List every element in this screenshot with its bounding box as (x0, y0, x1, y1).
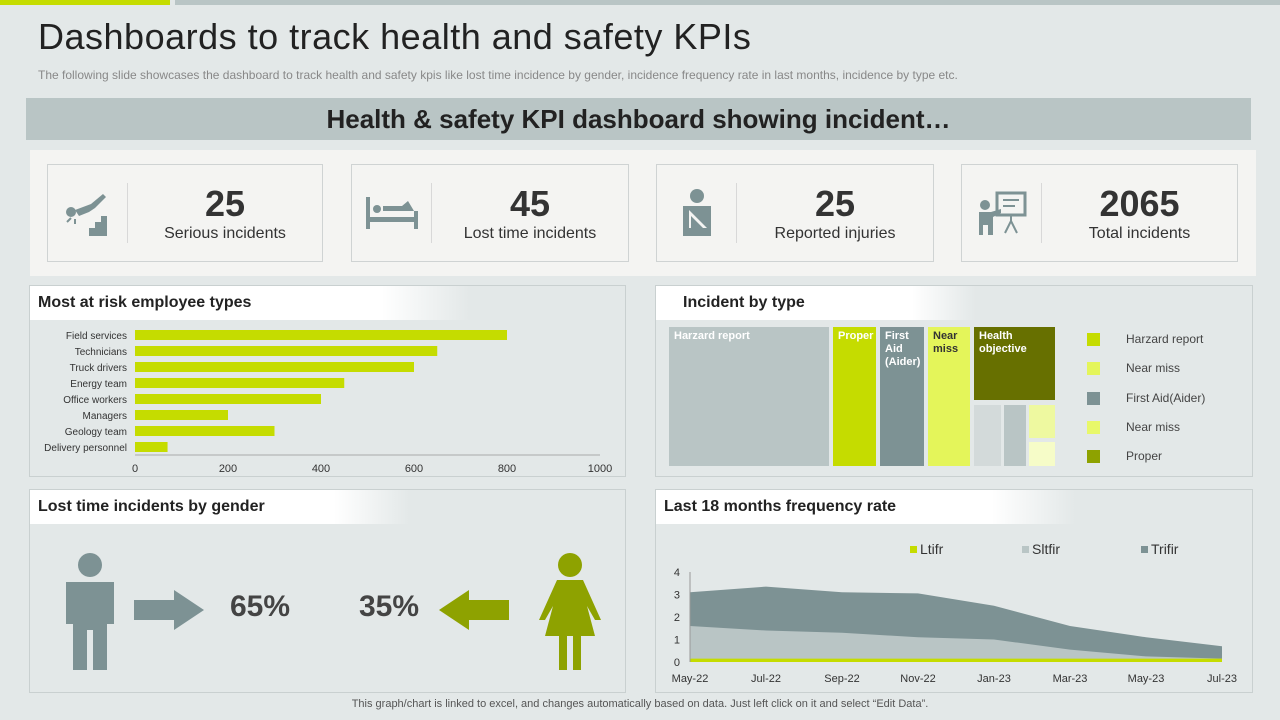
bar-category-label: Energy team (70, 379, 127, 390)
kpi-card-injuries: 25 Reported injuries (656, 164, 934, 262)
treemap-small-4 (1029, 442, 1055, 466)
page-subtitle: The following slide showcases the dashbo… (38, 68, 958, 82)
kpi-value: 45 (509, 183, 551, 224)
x-tick-label: Mar-23 (1053, 673, 1088, 685)
presentation-board-icon (962, 183, 1042, 243)
kpi-value: 2065 (1099, 183, 1180, 224)
kpi-strip: 25 Serious incidents 45 Lost time incident… (30, 150, 1256, 276)
bar-category-label: Delivery personnel (44, 443, 127, 454)
x-tick-label: May-22 (672, 673, 709, 685)
kpi-label: Lost time incidents (463, 225, 597, 242)
footer-note: This graph/chart is linked to excel, and… (351, 698, 929, 710)
legend-label: Sltfir (1032, 541, 1060, 557)
arrow-right-icon (134, 590, 204, 630)
panel-title: Incident by type (656, 286, 976, 320)
x-tick-label: Jan-23 (977, 673, 1011, 685)
arrow-left-icon (439, 590, 509, 630)
female-percentage: 35% (359, 590, 420, 623)
x-tick-label: 1000 (588, 463, 612, 475)
accent-bar-gray (175, 0, 1280, 5)
legend-label: First Aid(Aider) (1126, 390, 1206, 405)
legend-label: Near miss (1126, 361, 1181, 376)
gender-panel: Lost time incidents by gender (29, 489, 626, 693)
bar-technicians (135, 346, 438, 356)
legend-swatch (1087, 333, 1100, 346)
y-tick-label: 0 (674, 657, 680, 669)
legend-swatch (1141, 546, 1148, 553)
risk-bar-chart: Field services Technicians Truck drivers En… (44, 330, 612, 475)
bar-category-label: Geology team (65, 427, 127, 438)
bar-category-label: Office workers (63, 395, 127, 406)
treemap-first-aid: First Aid (Aider) (880, 327, 924, 466)
kpi-value: 25 (814, 183, 856, 224)
female-icon (539, 553, 601, 670)
treemap-small-2 (1004, 405, 1026, 466)
y-tick-label: 4 (674, 567, 680, 579)
legend-swatch (1087, 391, 1100, 405)
treemap-harzard-report: Harzard report (669, 327, 829, 466)
bar-energy-team (135, 378, 345, 388)
area-sltfir (690, 626, 1222, 662)
kpi-card-lost-time: 45 Lost time incidents (351, 164, 629, 262)
bar-field-services (135, 330, 507, 340)
legend-label: Near miss (1126, 419, 1181, 434)
kpi-card-serious: 25 Serious incidents (47, 164, 323, 262)
dashboard-banner: Health & safety KPI dashboard showing in… (26, 98, 1251, 140)
legend-swatch (1022, 546, 1029, 553)
treemap-health-objective: Health objective (974, 327, 1055, 400)
panel-title: Last 18 months frequency rate (656, 490, 1076, 524)
x-tick-label: Sep-22 (824, 673, 859, 685)
treemap-small-1 (974, 405, 1001, 466)
y-tick-label: 1 (674, 635, 680, 647)
frequency-area-chart: 0 1 2 3 4 May-22 Jul-22 Sep-22 Nov-22 Jan-23 Mar-2… (672, 541, 1237, 685)
bar-category-label: Field services (66, 331, 127, 342)
treemap-proper: Proper (833, 327, 876, 466)
bar-managers (135, 410, 228, 420)
panel-title: Most at risk employee types (30, 286, 470, 320)
legend-label: Ltifr (920, 541, 944, 557)
bar-geology-team (135, 426, 275, 436)
page-title: Dashboards to track health and safety KP… (38, 16, 752, 57)
kpi-label: Total incidents (1088, 225, 1191, 242)
treemap-small-3 (1029, 405, 1055, 438)
x-tick-label: 600 (405, 463, 423, 475)
person-in-bed-icon (352, 183, 432, 243)
x-tick-label: Jul-22 (751, 673, 781, 685)
x-tick-label: 200 (219, 463, 237, 475)
legend-swatch (1087, 362, 1100, 376)
x-tick-label: Nov-22 (900, 673, 935, 685)
legend-label: Trifir (1151, 541, 1179, 557)
legend-swatch (1087, 420, 1100, 434)
male-percentage: 65% (230, 590, 291, 623)
x-tick-label: 0 (132, 463, 138, 475)
bar-category-label: Truck drivers (70, 363, 127, 374)
kpi-card-total: 2065 Total incidents (961, 164, 1238, 262)
kpi-label: Serious incidents (164, 225, 286, 242)
panel-title: Lost time incidents by gender (30, 490, 410, 524)
bar-delivery-personnel (135, 442, 168, 452)
x-tick-label: 400 (312, 463, 330, 475)
legend-swatch (910, 546, 917, 553)
male-icon (66, 553, 114, 670)
treemap-near-miss: Near miss (928, 327, 970, 466)
bar-category-label: Technicians (75, 347, 127, 358)
fall-on-stairs-icon (48, 183, 128, 243)
x-tick-label: 800 (498, 463, 516, 475)
y-tick-label: 3 (674, 590, 680, 602)
accent-bar (0, 0, 170, 5)
bar-category-label: Managers (83, 411, 127, 422)
y-tick-label: 2 (674, 612, 680, 624)
arm-sling-icon (657, 183, 737, 243)
x-tick-label: May-23 (1128, 673, 1165, 685)
legend-label: Harzard report (1126, 332, 1204, 346)
area-ltifr (690, 658, 1222, 662)
kpi-value: 25 (204, 183, 246, 224)
bar-truck-drivers (135, 362, 414, 372)
legend-label: Proper (1126, 449, 1163, 464)
legend-swatch (1087, 450, 1100, 464)
bar-office-workers (135, 394, 321, 404)
kpi-label: Reported injuries (774, 225, 896, 242)
x-tick-label: Jul-23 (1207, 673, 1237, 685)
